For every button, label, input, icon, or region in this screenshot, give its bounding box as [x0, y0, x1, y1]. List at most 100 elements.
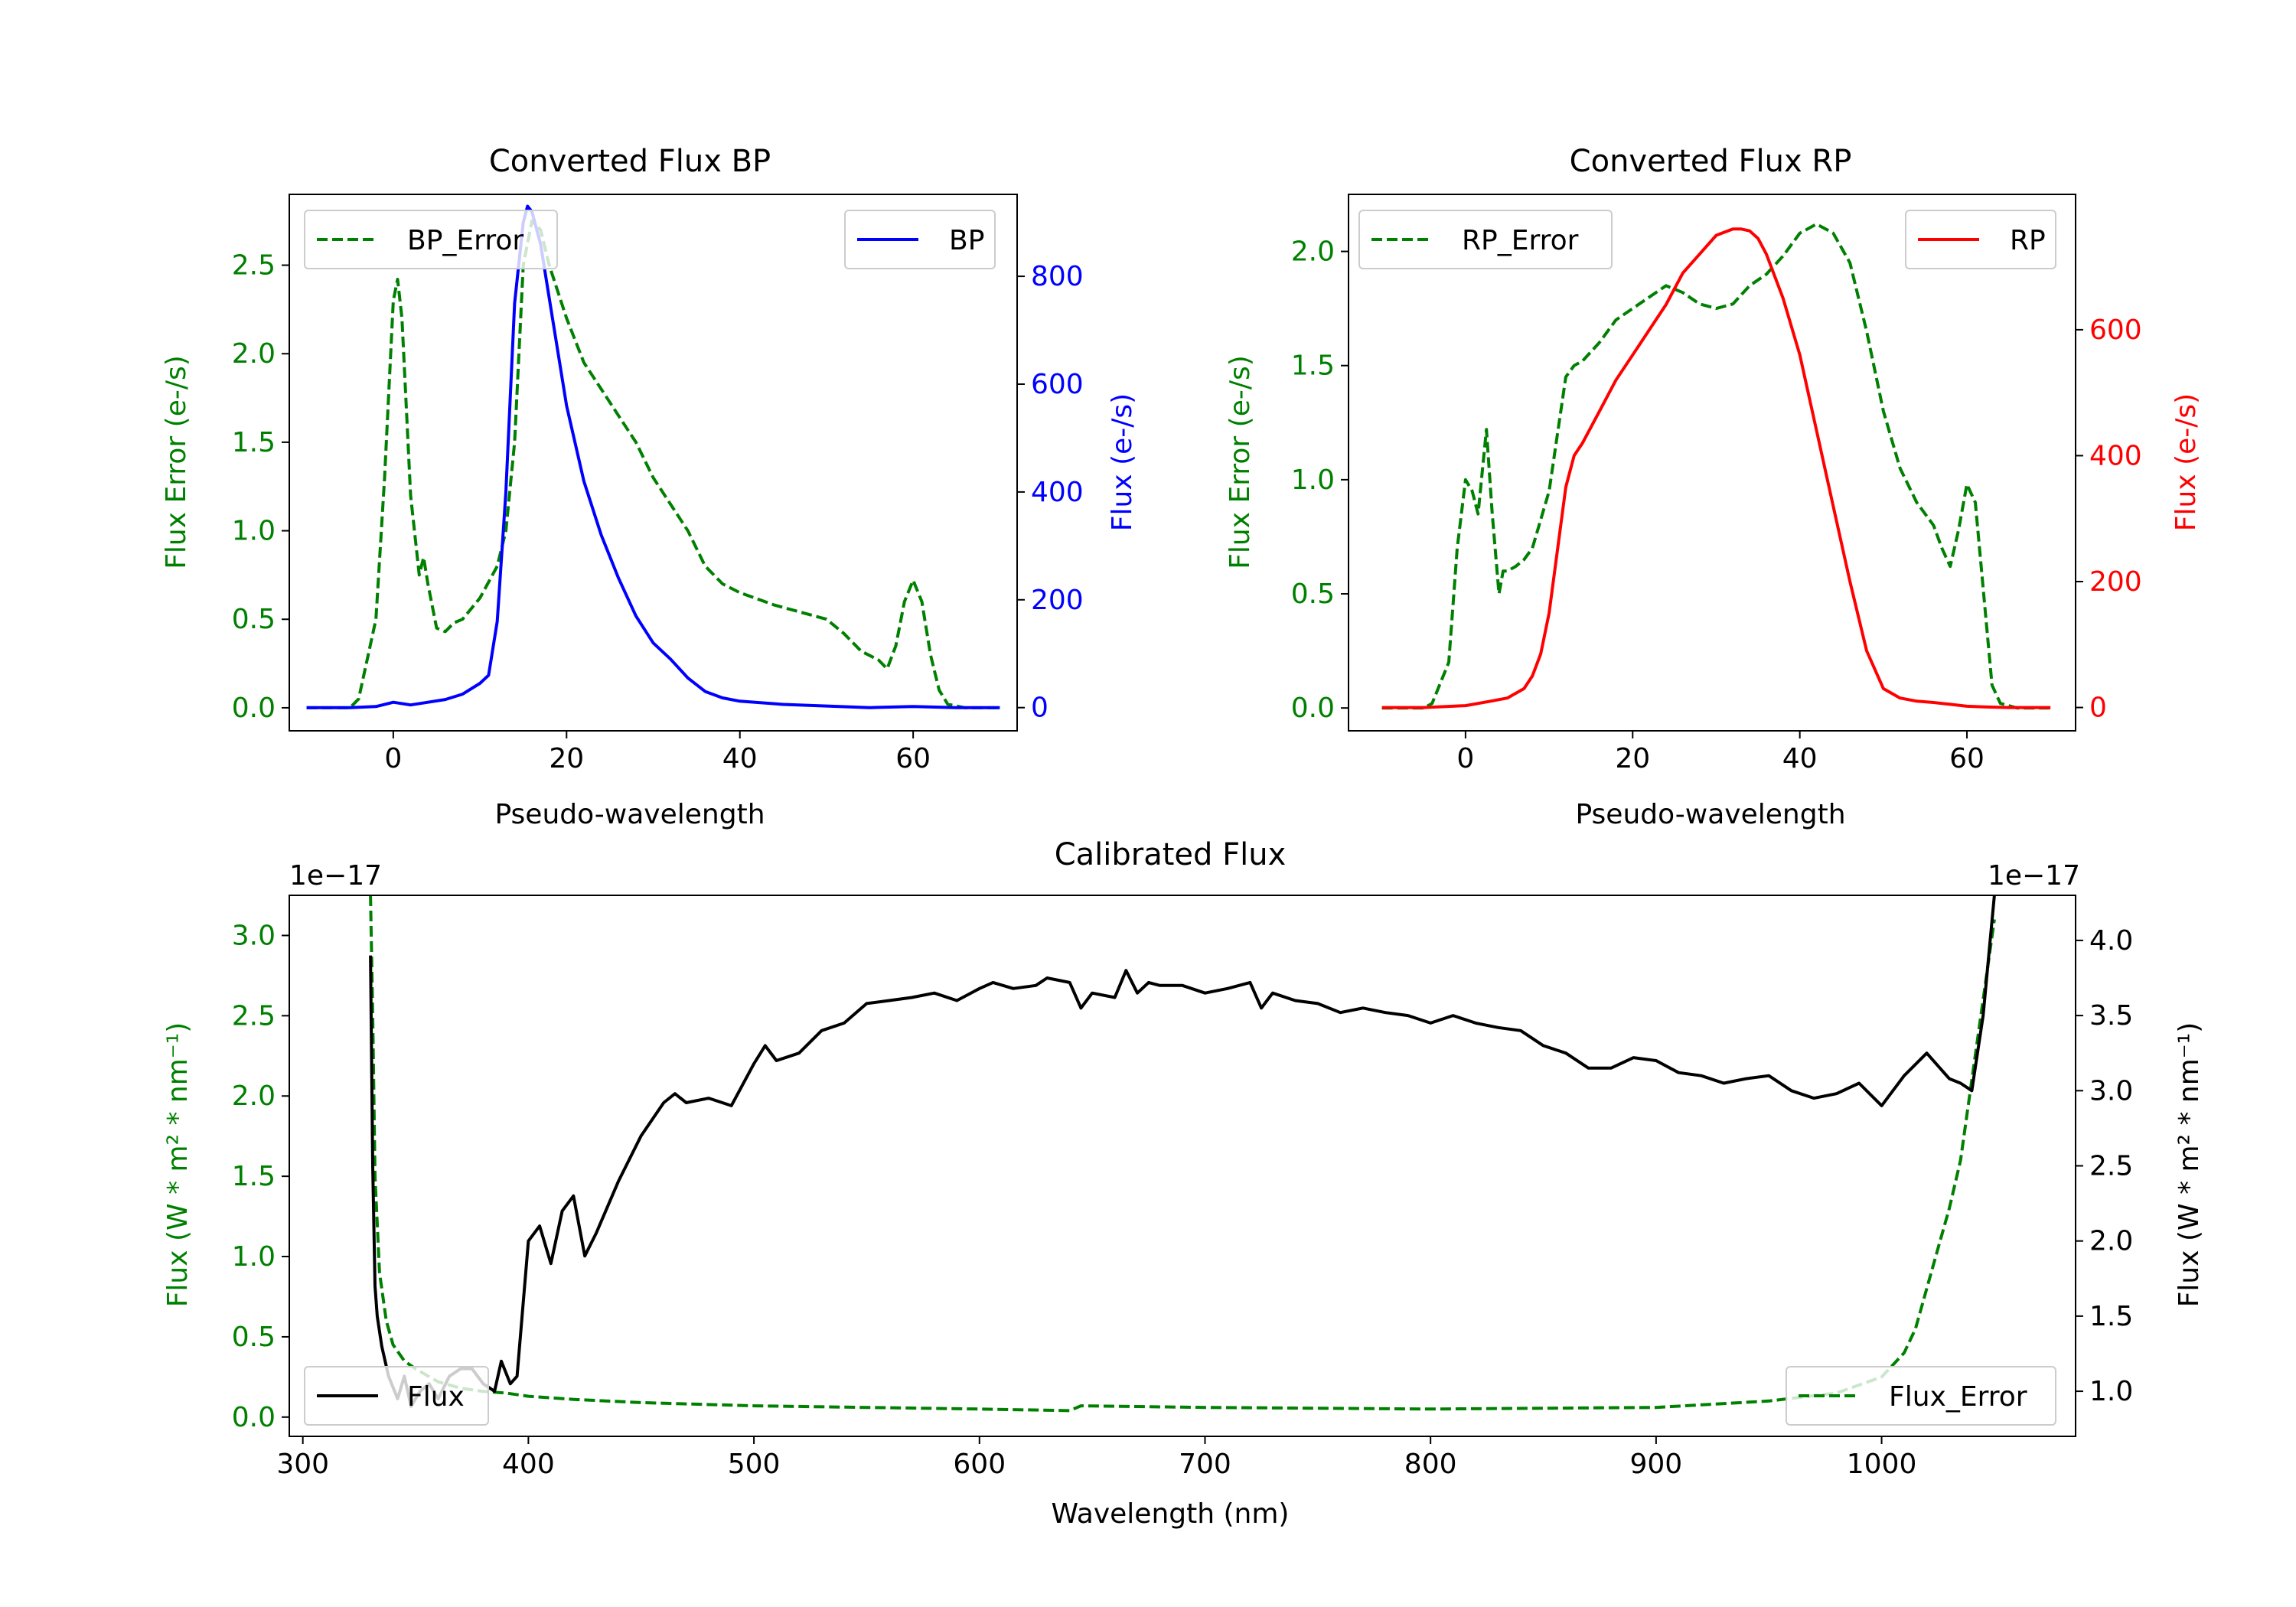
rp-right-tick-label: 600	[2089, 315, 2142, 346]
calibrated-left-ticks: 0.0 0.5 1.0 1.5 2.0 2.5 3.0	[232, 920, 289, 1433]
calibrated-right-tick-label: 3.0	[2089, 1075, 2133, 1107]
rp-right-tick-label: 0	[2089, 693, 2107, 724]
calibrated-legend-left: Flux	[304, 1366, 489, 1426]
panel-calibrated: 300 400 500 600 700 800 900 1000 0.0 0.5 1.0 1.5 2.…	[162, 837, 2205, 1530]
calibrated-right-tick-label: 2.0	[2089, 1226, 2133, 1257]
calibrated-x-tick-label: 600	[953, 1449, 1006, 1480]
calibrated-x-tick-label: 900	[1630, 1449, 1683, 1480]
bp-left-tick-label: 1.0	[232, 516, 276, 547]
calibrated-left-offset: 1e−17	[289, 860, 382, 892]
rp-left-axis-label: Flux Error (e-/s)	[1225, 355, 1256, 569]
calibrated-x-tick-label: 400	[502, 1449, 555, 1480]
rp-x-tick-label: 60	[1949, 743, 1985, 774]
bp-plot-area	[306, 204, 1000, 709]
bp-right-tick-label: 400	[1031, 477, 1084, 508]
rp-series-rp-error-line	[1381, 222, 2051, 710]
calibrated-x-tick-label: 1000	[1847, 1449, 1917, 1480]
rp-left-tick-label: 0.5	[1291, 579, 1335, 610]
calibrated-legend-right: Flux_Error	[1786, 1366, 2056, 1426]
calibrated-right-ticks: 1.0 1.5 2.0 2.5 3.0 3.5 4.0	[2076, 925, 2133, 1407]
bp-right-tick-label: 600	[1031, 369, 1084, 400]
rp-legend-error-label: RP_Error	[1462, 225, 1579, 256]
rp-plot-area	[1381, 222, 2051, 710]
calibrated-series-flux-error-line	[369, 895, 1996, 1413]
bp-left-tick-label: 2.0	[232, 338, 276, 370]
bp-series-layer	[306, 204, 1000, 709]
calibrated-left-tick-label: 1.0	[232, 1241, 276, 1273]
bp-axes-frame	[289, 194, 1018, 732]
calibrated-right-offset: 1e−17	[1988, 860, 2080, 892]
calibrated-right-tick-label: 3.5	[2089, 1000, 2133, 1032]
bp-right-ticks: 0 200 400 600 800	[1017, 261, 1084, 724]
calibrated-left-tick-label: 2.0	[232, 1081, 276, 1112]
rp-x-ticks: 0 20 40 60	[1456, 731, 1985, 774]
calibrated-right-tick-label: 4.0	[2089, 925, 2133, 957]
calibrated-x-tick-label: 800	[1404, 1449, 1457, 1480]
bp-x-tick-label: 0	[384, 743, 402, 774]
calibrated-legend-flux-label: Flux	[407, 1381, 465, 1413]
calibrated-left-axis-label: Flux (W * m² * nm⁻¹)	[162, 1022, 194, 1308]
rp-right-tick-label: 400	[2089, 440, 2142, 471]
calibrated-left-tick-label: 2.5	[232, 1000, 276, 1032]
bp-right-axis-label: Flux (e-/s)	[1107, 393, 1138, 531]
calibrated-right-tick-label: 2.5	[2089, 1151, 2133, 1182]
bp-left-tick-label: 1.5	[232, 427, 276, 458]
calibrated-right-tick-label: 1.0	[2089, 1376, 2133, 1407]
calibrated-left-tick-label: 3.0	[232, 920, 276, 951]
rp-x-tick-label: 40	[1782, 743, 1818, 774]
rp-left-tick-label: 1.0	[1291, 464, 1335, 496]
rp-x-axis-label: Pseudo-wavelength	[1575, 799, 1845, 830]
rp-legend-right: RP	[1905, 210, 2056, 269]
bp-right-tick-label: 800	[1031, 261, 1084, 292]
bp-legend-error-label: BP_Error	[407, 225, 523, 256]
calibrated-x-tick-label: 300	[276, 1449, 329, 1480]
rp-legend-left-box	[1358, 210, 1613, 269]
bp-legend-right-box	[844, 210, 996, 269]
rp-legend-flux-label: RP	[2010, 225, 2046, 256]
bp-legend-flux-label: BP	[949, 225, 984, 256]
rp-legend-right-box	[1905, 210, 2056, 269]
bp-x-axis-label: Pseudo-wavelength	[494, 799, 765, 830]
calibrated-series-flux-line	[369, 895, 1996, 1408]
calibrated-left-tick-label: 1.5	[232, 1161, 276, 1192]
rp-legend-left: RP_Error	[1358, 210, 1613, 269]
calibrated-x-ticks: 300 400 500 600 700 800 900 1000	[276, 1436, 1916, 1480]
bp-title: Converted Flux BP	[489, 144, 771, 179]
bp-left-tick-label: 2.5	[232, 250, 276, 282]
calibrated-x-axis-label: Wavelength (nm)	[1052, 1498, 1290, 1530]
bp-legend-left: BP_Error	[304, 210, 558, 269]
calibrated-x-tick-label: 700	[1179, 1449, 1231, 1480]
bp-x-ticks: 0 20 40 60	[384, 731, 931, 774]
rp-series-rp-line	[1381, 227, 2051, 709]
rp-left-tick-label: 2.0	[1291, 236, 1335, 268]
calibrated-title: Calibrated Flux	[1055, 837, 1287, 872]
calibrated-plot-area	[369, 895, 1996, 1413]
bp-x-tick-label: 40	[722, 743, 758, 774]
rp-x-tick-label: 0	[1456, 743, 1474, 774]
calibrated-series-layer	[369, 895, 1996, 1413]
calibrated-right-tick-label: 1.5	[2089, 1301, 2133, 1332]
rp-x-tick-label: 20	[1615, 743, 1650, 774]
calibrated-right-axis-label: Flux (W * m² * nm⁻¹)	[2174, 1022, 2205, 1308]
bp-left-tick-label: 0.5	[232, 604, 276, 635]
calibrated-left-tick-label: 0.0	[232, 1402, 276, 1433]
bp-x-tick-label: 60	[895, 743, 931, 774]
rp-axes-frame	[1348, 194, 2076, 732]
bp-left-axis-label: Flux Error (e-/s)	[161, 355, 192, 569]
rp-right-ticks: 0 200 400 600	[2076, 315, 2142, 724]
calibrated-x-tick-label: 500	[728, 1449, 781, 1480]
bp-legend-right: BP	[844, 210, 996, 269]
bp-right-tick-label: 200	[1031, 585, 1084, 616]
rp-series-layer	[1381, 222, 2051, 710]
rp-right-axis-label: Flux (e-/s)	[2170, 393, 2202, 531]
panel-rp: 0 20 40 60 0.0 0.5 1.0 1.5 2.0 0 200 400 600 Conve…	[1225, 144, 2202, 830]
bp-legend-left-box	[304, 210, 558, 269]
bp-right-tick-label: 0	[1031, 693, 1049, 724]
calibrated-left-tick-label: 0.5	[232, 1322, 276, 1353]
calibrated-legend-error-label: Flux_Error	[1889, 1381, 2027, 1413]
panel-bp: 0 20 40 60 0.0 0.5 1.0 1.5 2.0 2.5 0 200 400 600 800…	[161, 144, 1138, 830]
rp-left-ticks: 0.0 0.5 1.0 1.5 2.0	[1291, 236, 1349, 724]
bp-x-tick-label: 20	[549, 743, 584, 774]
bp-left-ticks: 0.0 0.5 1.0 1.5 2.0 2.5	[232, 250, 289, 724]
